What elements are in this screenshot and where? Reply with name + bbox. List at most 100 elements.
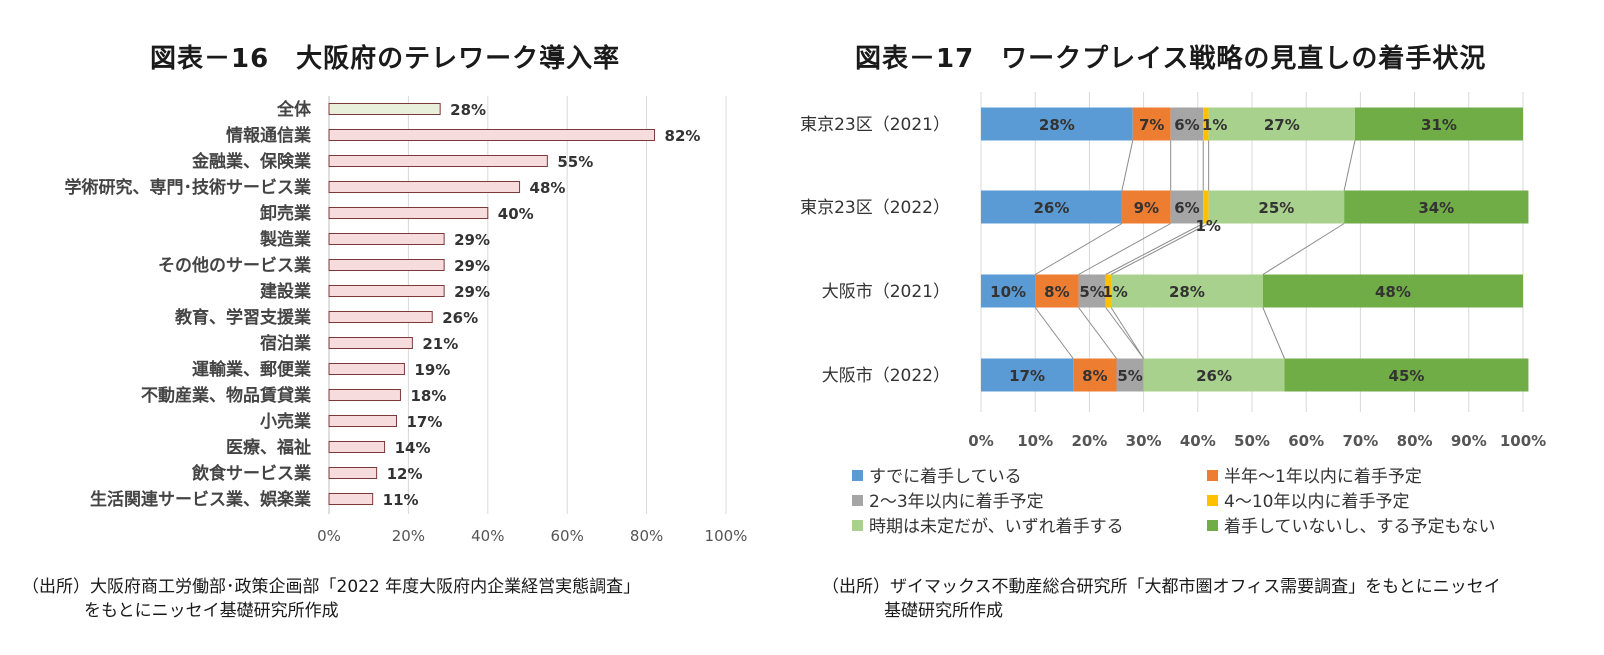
bar bbox=[328, 363, 405, 375]
data-label: 11% bbox=[383, 491, 419, 509]
data-label: 18% bbox=[410, 387, 446, 405]
x-tick-label: 100% bbox=[705, 527, 748, 545]
x-tick-label: 60% bbox=[1288, 432, 1324, 450]
data-label: 1% bbox=[1202, 116, 1227, 134]
bar bbox=[328, 441, 386, 453]
data-label: 29% bbox=[454, 257, 490, 275]
category-label: 金融業、保険業 bbox=[191, 151, 311, 172]
x-tick-label: 0% bbox=[317, 527, 341, 545]
category-label: 大阪市（2021） bbox=[822, 282, 950, 302]
data-label: 28% bbox=[1039, 116, 1075, 134]
bar-segment bbox=[1203, 107, 1209, 141]
legend-label: 2～3年以内に着手予定 bbox=[869, 492, 1044, 512]
legend-label: 時期は未定だが、いずれ着手する bbox=[869, 517, 1124, 537]
bar-segment bbox=[1208, 107, 1355, 141]
legend-label: 4～10年以内に着手予定 bbox=[1224, 492, 1410, 512]
bar bbox=[328, 493, 374, 505]
category-label: 飲食サービス業 bbox=[191, 463, 311, 484]
data-label: 26% bbox=[1034, 199, 1070, 217]
telework-bar-chart: 0% 20% 40% 60% 80% 100% 全体 28% 情報通信業 82% 金融業、保険業 55… bbox=[65, 96, 748, 545]
category-label: 医療、福祉 bbox=[226, 437, 311, 458]
workplace-stacked-chart: 0% 10% 20% 30% 40% 50% 60% 70% 80% 90% 100% 東京23区（2… bbox=[800, 92, 1546, 450]
series-line bbox=[1105, 223, 1204, 275]
category-label: 運輸業、郵便業 bbox=[192, 359, 311, 380]
bar-segment bbox=[1284, 358, 1529, 392]
bar bbox=[328, 389, 401, 401]
series-line bbox=[1034, 307, 1074, 359]
data-label: 48% bbox=[530, 179, 566, 197]
bar-segment bbox=[1035, 274, 1079, 308]
legend-label: すでに着手している bbox=[869, 467, 1022, 487]
right-source-note: （出所）ザイマックス不動産総合研究所「大都市圏オフィス需要調査」をもとにニッセイ… bbox=[822, 575, 1592, 623]
category-label: 小売業 bbox=[260, 411, 311, 432]
data-label: 29% bbox=[454, 231, 490, 249]
data-label: 40% bbox=[498, 205, 534, 223]
series-line bbox=[1110, 307, 1145, 359]
series-line bbox=[1121, 140, 1134, 191]
legend-item: 2～3年以内に着手予定 bbox=[852, 487, 1044, 512]
series-line bbox=[1343, 140, 1356, 191]
series-line bbox=[1034, 223, 1123, 275]
data-label: 27% bbox=[1264, 116, 1300, 134]
bar bbox=[328, 467, 378, 479]
data-label: 7% bbox=[1139, 116, 1164, 134]
series-line bbox=[1262, 307, 1285, 359]
category-label: 不動産業、物品賃貸業 bbox=[141, 385, 311, 406]
data-label: 14% bbox=[395, 439, 431, 457]
left-source-note: （出所）大阪府商工労働部･政策企画部「2022 年度大阪府内企業経営実態調査」 … bbox=[22, 575, 762, 623]
category-label: 生活関連サービス業、娯楽業 bbox=[90, 489, 311, 510]
bar-segment bbox=[1116, 358, 1144, 392]
legend-item: 時期は未定だが、いずれ着手する bbox=[852, 512, 1124, 537]
category-label: 情報通信業 bbox=[226, 125, 311, 146]
category-label: 製造業 bbox=[259, 229, 311, 250]
bar-segment bbox=[1203, 190, 1209, 224]
left-chart-title: 図表－16 大阪府のテレワーク導入率 bbox=[150, 44, 621, 74]
legend-swatch bbox=[1207, 470, 1218, 481]
data-label: 8% bbox=[1044, 283, 1069, 301]
x-tick-label: 40% bbox=[1180, 432, 1216, 450]
legend-swatch bbox=[852, 470, 863, 481]
x-tick-label: 30% bbox=[1126, 432, 1162, 450]
data-label: 28% bbox=[450, 101, 486, 119]
data-label: 26% bbox=[442, 309, 478, 327]
bar bbox=[328, 207, 489, 219]
legend-swatch bbox=[852, 520, 863, 531]
x-tick-label: 100% bbox=[1500, 432, 1546, 450]
x-tick-label: 20% bbox=[1071, 432, 1107, 450]
data-label: 1% bbox=[1195, 217, 1220, 235]
legend-item: 4～10年以内に着手予定 bbox=[1207, 487, 1409, 512]
legend-label: 着手していないし、する予定もない bbox=[1224, 517, 1496, 537]
x-tick-label: 20% bbox=[392, 527, 425, 545]
series-line bbox=[1105, 307, 1145, 359]
x-tick-label: 90% bbox=[1451, 432, 1487, 450]
legend-item: すでに着手している bbox=[852, 462, 1022, 487]
data-label: 9% bbox=[1134, 199, 1159, 217]
data-label: 48% bbox=[1375, 283, 1411, 301]
data-label: 6% bbox=[1174, 116, 1199, 134]
data-label: 26% bbox=[1196, 367, 1232, 385]
legend-item: 着手していないし、する予定もない bbox=[1207, 512, 1496, 537]
bar bbox=[328, 259, 445, 271]
bar-segment bbox=[1111, 274, 1263, 308]
data-label: 5% bbox=[1079, 283, 1104, 301]
category-label: 建設業 bbox=[260, 281, 311, 302]
bar-segment bbox=[1105, 274, 1112, 308]
data-label: 1% bbox=[1102, 283, 1127, 301]
category-label: 卸売業 bbox=[260, 203, 311, 224]
bar-segment bbox=[1344, 190, 1529, 224]
x-tick-label: 40% bbox=[471, 527, 504, 545]
bar bbox=[328, 181, 521, 193]
bar-segment bbox=[981, 190, 1122, 224]
bar-segment bbox=[1078, 274, 1106, 308]
bar bbox=[328, 155, 548, 167]
category-label: 学術研究、専門･技術サービス業 bbox=[65, 177, 312, 198]
x-tick-label: 80% bbox=[630, 527, 663, 545]
data-label: 55% bbox=[557, 153, 593, 171]
series-line bbox=[1078, 307, 1117, 359]
bar-segment bbox=[1170, 190, 1204, 224]
category-label: 教育、学習支援業 bbox=[174, 307, 311, 328]
right-source-line1: （出所）ザイマックス不動産総合研究所「大都市圏オフィス需要調査」をもとにニッセイ bbox=[822, 577, 1501, 597]
bar-segment bbox=[1354, 107, 1523, 141]
legend-item: 半年～1年以内に着手予定 bbox=[1207, 462, 1422, 487]
data-label: 82% bbox=[665, 127, 701, 145]
